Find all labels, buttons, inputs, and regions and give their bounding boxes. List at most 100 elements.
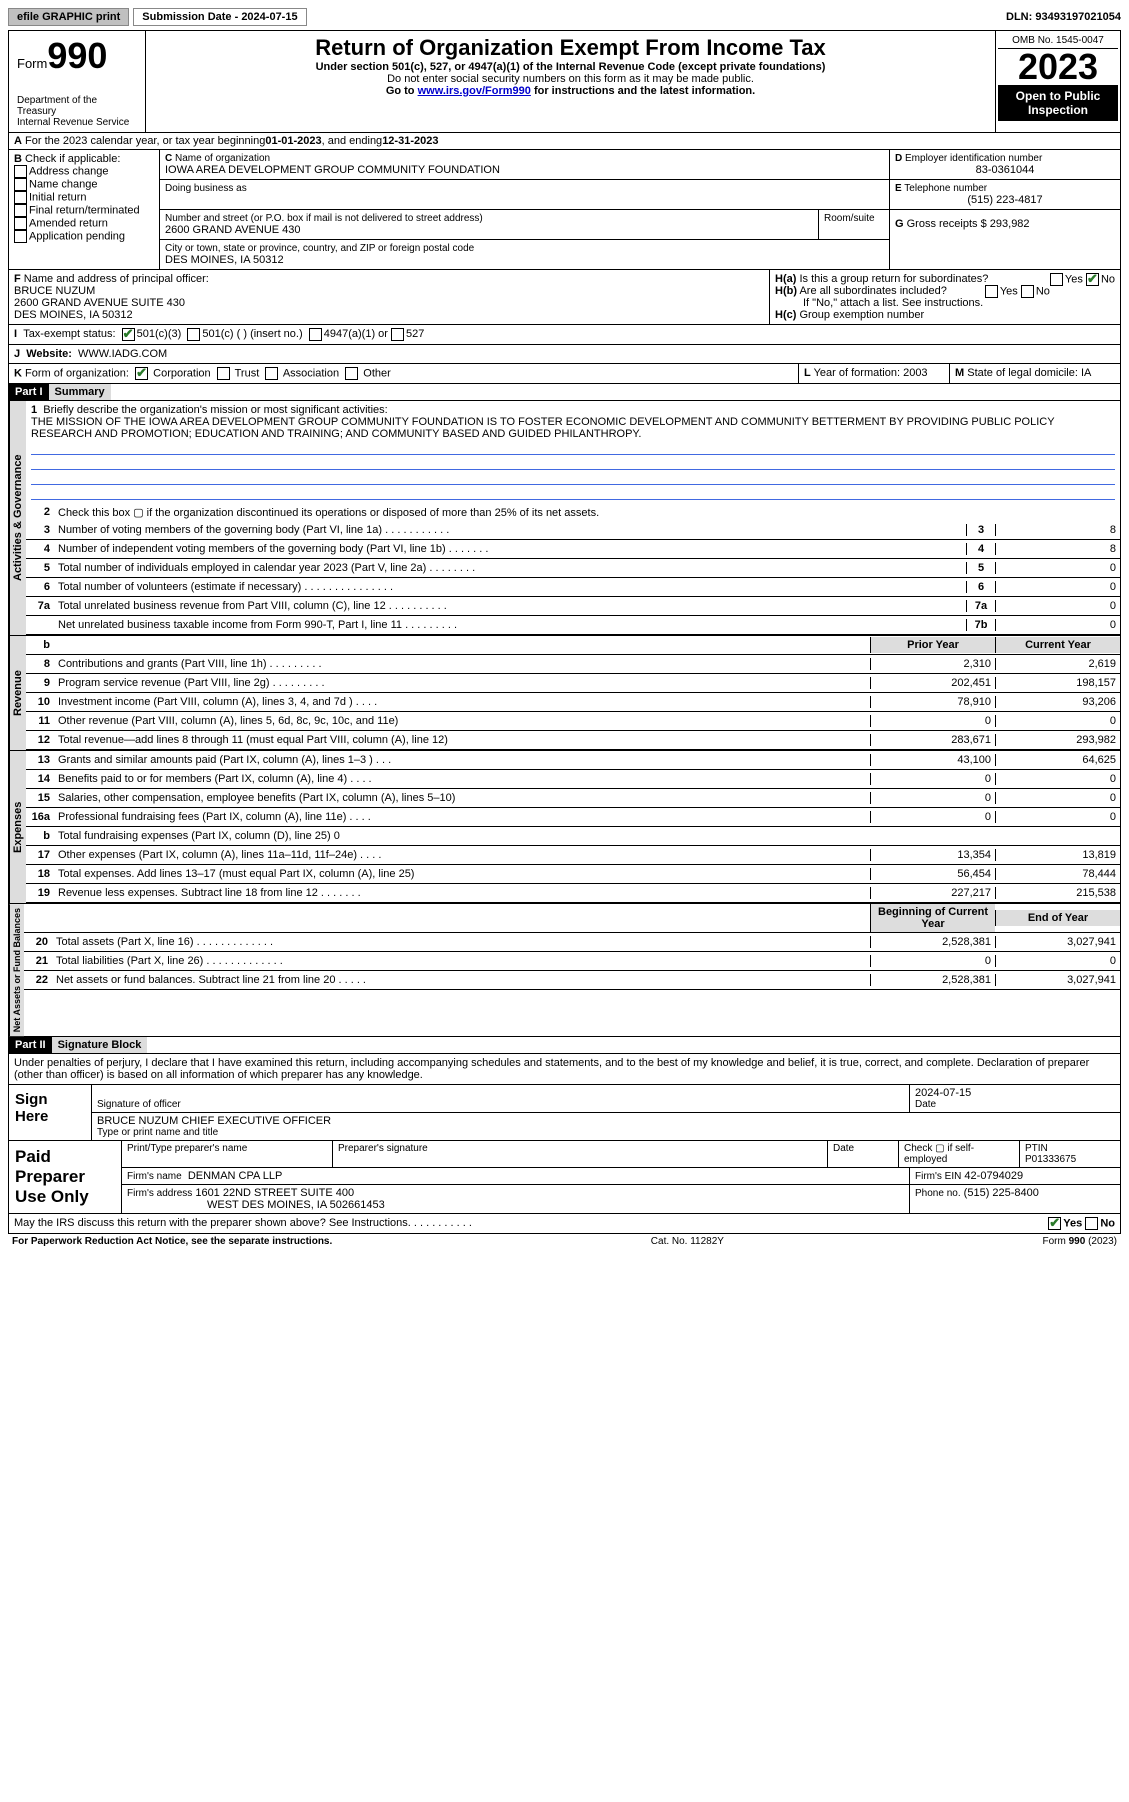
b-box: B Check if applicable: Address change Na…	[9, 150, 160, 269]
vert-expenses: Expenses	[9, 751, 26, 903]
mission-rule	[31, 455, 1115, 470]
goto-suffix: for instructions and the latest informat…	[531, 85, 755, 97]
data-line: 14Benefits paid to or for members (Part …	[26, 770, 1120, 789]
phone-label: Phone no.	[915, 1188, 961, 1199]
j-label: Website:	[26, 348, 72, 360]
main-title: Return of Organization Exempt From Incom…	[150, 35, 991, 61]
firm-addr1: 1601 22ND STREET SUITE 400	[195, 1187, 354, 1199]
cb-pending[interactable]	[14, 230, 27, 243]
current-year-hdr: Current Year	[995, 637, 1120, 653]
line-klm: K Form of organization: Corporation Trus…	[9, 364, 1120, 384]
data-line: 9Program service revenue (Part VIII, lin…	[26, 674, 1120, 693]
a-end: 12-31-2023	[382, 135, 438, 147]
cb-corp[interactable]	[135, 367, 148, 380]
data-line: 18Total expenses. Add lines 13–17 (must …	[26, 865, 1120, 884]
form-container: Form990 Department of the Treasury Inter…	[8, 30, 1121, 1234]
ha-no[interactable]	[1086, 273, 1099, 286]
firm-ein: 42-0794029	[964, 1170, 1023, 1182]
data-line: 6Total number of volunteers (estimate if…	[26, 578, 1120, 597]
cb-other[interactable]	[345, 367, 358, 380]
firm-phone: (515) 225-8400	[964, 1187, 1039, 1199]
street: 2600 GRAND AVENUE 430	[165, 224, 813, 236]
sign-here-label: Sign Here	[9, 1085, 92, 1140]
hc: Group exemption number	[799, 309, 924, 321]
data-line: 4Number of independent voting members of…	[26, 540, 1120, 559]
data-line: 8Contributions and grants (Part VIII, li…	[26, 655, 1120, 674]
h-note: If "No," attach a list. See instructions…	[775, 297, 983, 309]
i-o4: 527	[406, 328, 424, 341]
data-line: 10Investment income (Part VIII, column (…	[26, 693, 1120, 712]
data-line: 3Number of voting members of the governi…	[26, 521, 1120, 540]
cb-name[interactable]	[14, 178, 27, 191]
f-addr2: DES MOINES, IA 50312	[14, 309, 133, 321]
ha-yes[interactable]	[1050, 273, 1063, 286]
m-val: IA	[1081, 367, 1091, 379]
b2: Initial return	[29, 191, 86, 203]
vert-governance: Activities & Governance	[9, 401, 26, 635]
discuss-no[interactable]	[1085, 1217, 1098, 1230]
section-bcdefg: B Check if applicable: Address change Na…	[9, 150, 1120, 270]
p-col4: Check ▢ if self-employed	[899, 1141, 1020, 1167]
cb-4947[interactable]	[309, 328, 322, 341]
cb-final[interactable]	[14, 204, 27, 217]
part2-title: Signature Block	[52, 1037, 148, 1053]
cb-trust[interactable]	[217, 367, 230, 380]
discuss-yes[interactable]	[1048, 1217, 1061, 1230]
f-name: BRUCE NUZUM	[14, 285, 95, 297]
irs: Internal Revenue Service	[17, 117, 137, 128]
hb-yes[interactable]	[985, 285, 998, 298]
cb-address[interactable]	[14, 165, 27, 178]
goto-prefix: Go to	[386, 85, 418, 97]
b1: Name change	[29, 178, 98, 190]
pra: For Paperwork Reduction Act Notice, see …	[12, 1236, 332, 1247]
data-line: 7aTotal unrelated business revenue from …	[26, 597, 1120, 616]
firm-name-label: Firm's name	[127, 1171, 182, 1182]
m-label: State of legal domicile:	[967, 367, 1078, 379]
cb-501c3[interactable]	[122, 328, 135, 341]
b-marker: b	[26, 639, 54, 651]
efile-btn[interactable]: efile GRAPHIC print	[8, 8, 129, 26]
ha: Is this a group return for subordinates?	[799, 273, 988, 285]
rev-header: b Prior Year Current Year	[26, 636, 1120, 655]
cb-initial[interactable]	[14, 191, 27, 204]
governance-block: Activities & Governance 1 Briefly descri…	[9, 401, 1120, 635]
l-label: Year of formation:	[814, 367, 900, 379]
data-line: 22Net assets or fund balances. Subtract …	[24, 971, 1120, 990]
part2-header: Part II Signature Block	[9, 1036, 1120, 1054]
sig-officer-label: Signature of officer	[97, 1099, 904, 1110]
data-line: 17Other expenses (Part IX, column (A), l…	[26, 846, 1120, 865]
officer-name: BRUCE NUZUM CHIEF EXECUTIVE OFFICER	[97, 1115, 1115, 1127]
mission-rule	[31, 470, 1115, 485]
mission-text: THE MISSION OF THE IOWA AREA DEVELOPMENT…	[31, 416, 1054, 440]
mission-rule	[31, 440, 1115, 455]
tax-year: 2023	[998, 49, 1118, 85]
cb-amended[interactable]	[14, 217, 27, 230]
form-header: Form990 Department of the Treasury Inter…	[9, 31, 1120, 133]
goto-link[interactable]: www.irs.gov/Form990	[418, 85, 531, 97]
prior-year-hdr: Prior Year	[870, 637, 995, 653]
firm-name: DENMAN CPA LLP	[188, 1170, 283, 1182]
footer: For Paperwork Reduction Act Notice, see …	[8, 1234, 1121, 1249]
k-o3: Association	[283, 367, 339, 379]
ssn-note: Do not enter social security numbers on …	[150, 73, 991, 85]
firm-ein-label: Firm's EIN	[915, 1171, 961, 1182]
b0: Address change	[29, 165, 109, 177]
e-label: Telephone number	[904, 183, 987, 194]
sign-block: Sign Here Signature of officer 2024-07-1…	[9, 1085, 1120, 1141]
line-j: J Website: WWW.IADG.COM	[9, 345, 1120, 364]
m-label: Briefly describe the organization's miss…	[43, 404, 387, 416]
b5: Application pending	[29, 230, 125, 242]
f-label: Name and address of principal officer:	[24, 273, 209, 285]
cb-527[interactable]	[391, 328, 404, 341]
org-name: IOWA AREA DEVELOPMENT GROUP COMMUNITY FO…	[165, 164, 884, 176]
goto-line: Go to www.irs.gov/Form990 for instructio…	[150, 85, 991, 97]
revenue-block: Revenue b Prior Year Current Year 8Contr…	[9, 635, 1120, 750]
ein: 83-0361044	[895, 164, 1115, 176]
sig-date-label: Date	[915, 1099, 1115, 1110]
part1-bar: Part I	[9, 384, 49, 400]
hb-no[interactable]	[1021, 285, 1034, 298]
cb-assoc[interactable]	[265, 367, 278, 380]
p-col3: Date	[828, 1141, 899, 1167]
cat-no: Cat. No. 11282Y	[651, 1236, 724, 1247]
cb-501c[interactable]	[187, 328, 200, 341]
